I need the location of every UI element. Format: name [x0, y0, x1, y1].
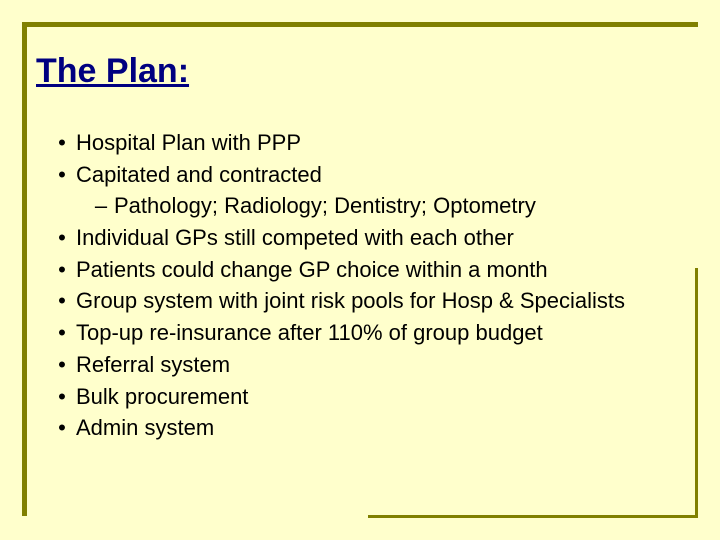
bullet-icon: •: [48, 128, 76, 158]
sub-list-item: – Pathology; Radiology; Dentistry; Optom…: [88, 191, 680, 221]
bullet-icon: •: [48, 350, 76, 380]
list-item-text: Admin system: [76, 413, 680, 443]
list-item-text: Individual GPs still competed with each …: [76, 223, 680, 253]
slide-title: The Plan:: [36, 52, 189, 91]
bullet-icon: •: [48, 318, 76, 348]
bullet-icon: •: [48, 286, 76, 316]
list-item: • Top-up re-insurance after 110% of grou…: [48, 318, 680, 348]
dash-icon: –: [88, 191, 114, 221]
decor-line-top-v: [22, 22, 27, 516]
list-item: • Patients could change GP choice within…: [48, 255, 680, 285]
bullet-icon: •: [48, 223, 76, 253]
list-item: • Admin system: [48, 413, 680, 443]
list-item-text: Group system with joint risk pools for H…: [76, 286, 680, 316]
slide: The Plan: • Hospital Plan with PPP • Cap…: [0, 0, 720, 540]
bullet-icon: •: [48, 382, 76, 412]
list-item: • Hospital Plan with PPP: [48, 128, 680, 158]
decor-line-top-h: [22, 22, 698, 27]
list-item: • Capitated and contracted: [48, 160, 680, 190]
list-item-text: Hospital Plan with PPP: [76, 128, 680, 158]
list-item: • Individual GPs still competed with eac…: [48, 223, 680, 253]
decor-line-bot-h: [368, 515, 698, 518]
bullet-icon: •: [48, 413, 76, 443]
list-item-text: Top-up re-insurance after 110% of group …: [76, 318, 680, 348]
decor-line-bot-v: [695, 268, 698, 518]
sub-list-item-text: Pathology; Radiology; Dentistry; Optomet…: [114, 191, 680, 221]
list-item: • Group system with joint risk pools for…: [48, 286, 680, 316]
list-item: • Referral system: [48, 350, 680, 380]
list-item-text: Bulk procurement: [76, 382, 680, 412]
list-item-text: Capitated and contracted: [76, 160, 680, 190]
list-item-text: Patients could change GP choice within a…: [76, 255, 680, 285]
list-item: • Bulk procurement: [48, 382, 680, 412]
bullet-icon: •: [48, 255, 76, 285]
bullet-list: • Hospital Plan with PPP • Capitated and…: [48, 128, 680, 445]
list-item-text: Referral system: [76, 350, 680, 380]
bullet-icon: •: [48, 160, 76, 190]
